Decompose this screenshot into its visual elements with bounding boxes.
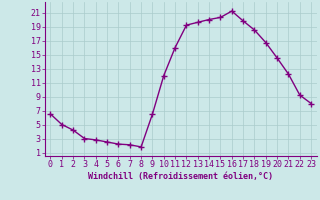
X-axis label: Windchill (Refroidissement éolien,°C): Windchill (Refroidissement éolien,°C)	[88, 172, 273, 181]
